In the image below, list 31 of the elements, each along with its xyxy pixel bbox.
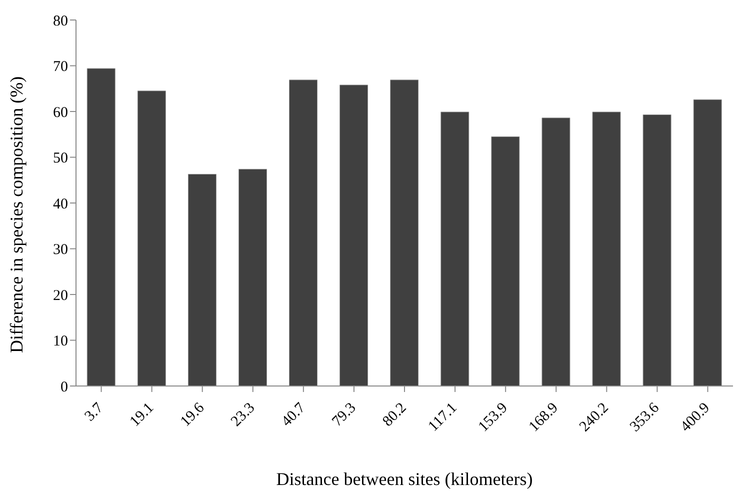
x-tick-label: 79.3: [329, 400, 360, 430]
y-tick-label: 80: [53, 13, 68, 30]
x-tick-label: 23.3: [228, 400, 258, 430]
bar: [86, 68, 116, 386]
y-tick-label: 40: [53, 196, 68, 212]
y-tick-label: 60: [53, 104, 68, 121]
bar: [289, 80, 318, 386]
x-tick-label: 80.2: [380, 400, 410, 430]
bar: [340, 84, 368, 386]
y-tick-label: 30: [53, 242, 68, 258]
bar: [491, 136, 520, 386]
bar: [693, 99, 722, 386]
y-tick-label: 0: [60, 379, 68, 396]
bar: [390, 80, 419, 386]
y-tick-label: 10: [53, 334, 68, 350]
bar: [188, 174, 216, 386]
x-axis-title: Distance between sites (kilometers): [276, 469, 533, 489]
bar: [238, 168, 267, 386]
y-axis-title: Difference in species composition (%): [6, 76, 26, 353]
bar: [592, 112, 621, 386]
bar: [440, 112, 470, 386]
y-tick-label: 50: [53, 150, 68, 167]
y-tick-label: 20: [53, 288, 68, 304]
bar: [642, 114, 672, 386]
x-tick-label: 3.7: [82, 400, 107, 425]
bar: [137, 90, 166, 386]
y-tick-label: 70: [53, 59, 68, 76]
x-tick-label: 19.6: [178, 400, 208, 430]
bar: [542, 118, 570, 386]
x-tick-label: 19.1: [127, 400, 158, 430]
x-tick-label: 40.7: [278, 400, 310, 430]
